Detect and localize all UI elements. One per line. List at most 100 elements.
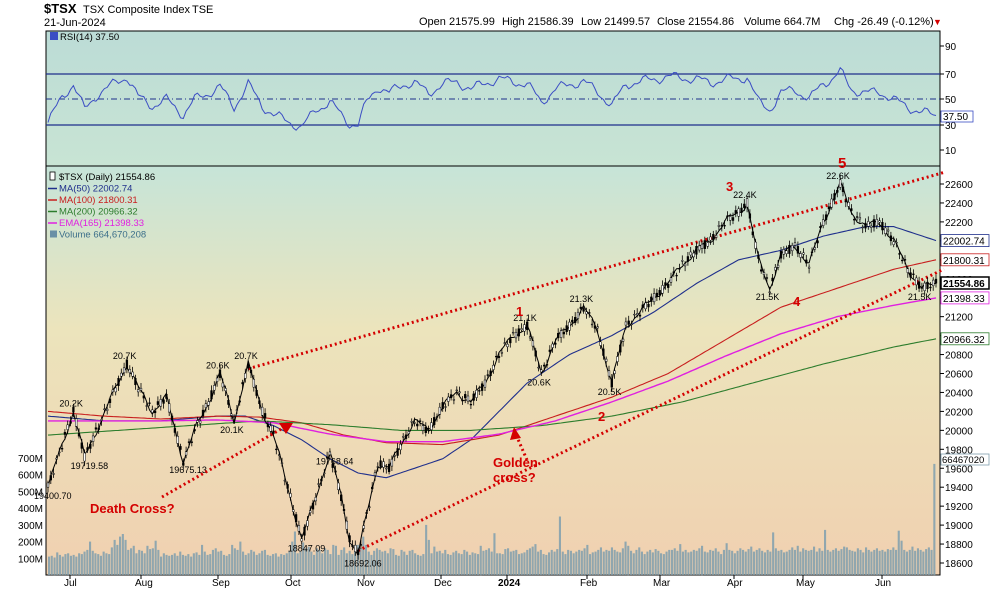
price-candle	[351, 544, 354, 547]
volume-bar	[616, 551, 619, 575]
price-candle	[540, 369, 543, 373]
price-candle	[331, 463, 334, 468]
price-candle	[731, 217, 735, 221]
price-candle	[345, 520, 348, 530]
volume-bar	[332, 544, 335, 575]
price-candle	[275, 448, 278, 451]
price-candle	[106, 408, 109, 411]
axis-value-label: 21554.86	[943, 279, 985, 290]
price-candle	[771, 277, 774, 282]
price-candle	[714, 235, 718, 238]
volume-bar	[542, 554, 545, 575]
price-candle	[266, 424, 270, 428]
price-candle	[280, 462, 284, 464]
price-candle	[407, 431, 410, 434]
price-candle	[427, 427, 430, 430]
price-candle	[261, 406, 264, 416]
volume-bar	[69, 555, 72, 575]
volume-bar	[602, 551, 605, 575]
price-candle	[805, 259, 808, 264]
price-candle	[526, 321, 529, 330]
legend-entry: MA(100) 21800.31	[59, 195, 138, 206]
volume-bar	[430, 553, 433, 575]
price-candle	[590, 323, 594, 326]
volume-bar	[304, 548, 307, 575]
volume-bar	[408, 550, 411, 575]
volume-bar	[162, 553, 165, 575]
volume-bar	[578, 549, 581, 575]
volume-bar	[717, 551, 720, 575]
price-candle	[765, 277, 769, 279]
price-candle	[122, 367, 126, 374]
price-axis-label: 22600	[945, 180, 973, 191]
volume-bar	[80, 554, 83, 575]
exchange-label: TSE	[192, 4, 213, 16]
volume-bar	[99, 555, 102, 575]
golden-cross-arrow-line	[515, 436, 529, 461]
price-candle	[390, 458, 394, 467]
volume-bar	[168, 555, 171, 575]
price-panel: 19400.70 20.2K 19719.58 20.7K 19675.13 20.6K 2…	[18, 165, 990, 576]
price-candle	[754, 241, 757, 249]
volume-bar	[356, 544, 359, 575]
volume-bar	[198, 554, 201, 575]
volume-bar	[466, 551, 469, 575]
legend-entry: MA(200) 20966.32	[59, 207, 138, 218]
volume-bar	[329, 554, 332, 575]
price-candle	[156, 401, 160, 405]
volume-bar	[777, 550, 780, 575]
volume-bar	[635, 549, 638, 575]
price-extreme-label: 22.6K	[826, 171, 850, 181]
volume-bar	[203, 551, 206, 575]
price-candle	[340, 494, 343, 502]
volume-bar	[900, 540, 903, 575]
volume-axis-label: 200M	[18, 538, 43, 549]
price-candle	[700, 243, 704, 249]
volume-bar	[731, 550, 734, 575]
volume-bar	[485, 549, 488, 575]
price-candle	[923, 282, 926, 291]
price-candle	[435, 416, 439, 418]
volume-bar	[919, 549, 922, 575]
volume-bar	[859, 549, 862, 575]
volume-bar	[285, 553, 288, 575]
volume-bar	[269, 555, 272, 575]
price-candle	[461, 399, 464, 402]
price-candle	[757, 255, 760, 259]
price-candle	[543, 364, 546, 367]
price-candle	[182, 462, 185, 466]
volume-bar	[140, 550, 143, 575]
volume-bar	[834, 548, 837, 575]
volume-bar	[528, 548, 531, 575]
month-label-jun: Jun	[875, 578, 891, 589]
volume-axis-label: 300M	[18, 521, 43, 532]
price-candle	[193, 429, 196, 432]
rsi-axis: 90 70 50 30 10	[940, 42, 957, 157]
price-candle	[297, 525, 301, 532]
price-extreme-label: 18692.06	[344, 558, 382, 568]
price-candle	[624, 321, 628, 326]
volume-bar	[804, 549, 807, 575]
volume-bar	[640, 551, 643, 575]
price-candle	[421, 425, 425, 431]
legend-entry: EMA(165) 21398.33	[59, 218, 144, 229]
price-candle	[726, 215, 729, 218]
price-candle	[602, 348, 605, 356]
volume-bar	[651, 552, 654, 575]
price-candle	[833, 193, 836, 200]
volume-current-tag	[940, 453, 990, 466]
price-candle	[568, 321, 571, 331]
price-candle	[292, 509, 295, 512]
volume-bar	[337, 554, 340, 575]
price-candle	[915, 277, 918, 286]
price-candle	[286, 484, 289, 489]
volume-bar	[157, 549, 160, 575]
price-candle	[63, 431, 67, 435]
volume-bar	[272, 554, 275, 575]
price-candle	[588, 312, 591, 314]
price-candle	[768, 291, 771, 293]
rsi-axis-label: 50	[945, 95, 957, 106]
volume-bar	[769, 551, 772, 575]
price-candle	[729, 216, 732, 221]
